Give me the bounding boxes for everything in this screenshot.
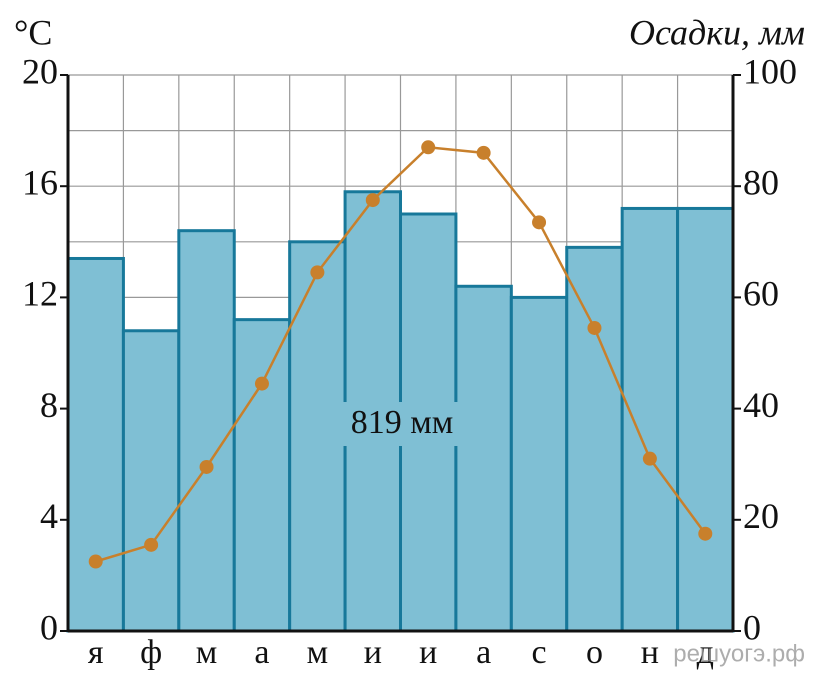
annotation-bg bbox=[335, 402, 465, 446]
y2-tick-label: 100 bbox=[743, 51, 797, 91]
bar bbox=[121, 329, 181, 633]
y-tick-label: 16 bbox=[22, 162, 58, 202]
x-tick-label: д bbox=[697, 634, 714, 671]
y2-tick-label: 0 bbox=[743, 607, 761, 647]
x-tick-label: м bbox=[196, 634, 218, 671]
point bbox=[310, 265, 325, 280]
bar bbox=[177, 229, 236, 633]
point bbox=[642, 451, 657, 466]
y-tick-label: 12 bbox=[22, 274, 58, 314]
y-axis-title: °C bbox=[14, 12, 52, 52]
y-tick-label: 4 bbox=[40, 496, 58, 536]
x-tick-label: ф bbox=[140, 634, 162, 671]
y2-tick-label: 40 bbox=[743, 385, 779, 425]
point bbox=[698, 526, 713, 541]
x-tick-label: м bbox=[307, 634, 329, 671]
line bbox=[95, 145, 707, 563]
y2-tick-label: 60 bbox=[743, 274, 779, 314]
bar bbox=[676, 206, 735, 633]
x-tick-label: я bbox=[88, 634, 104, 671]
x-tick-label: н bbox=[641, 634, 659, 671]
point bbox=[421, 140, 436, 155]
point bbox=[88, 554, 103, 569]
bar bbox=[509, 295, 569, 633]
point bbox=[587, 320, 602, 335]
y2-tick-label: 80 bbox=[743, 162, 779, 202]
y-tick-label: 8 bbox=[40, 385, 58, 425]
x-tick-label: о bbox=[586, 634, 603, 671]
annotation: 819 мм bbox=[351, 404, 454, 441]
point bbox=[144, 537, 159, 552]
y-tick-label: 0 bbox=[40, 607, 58, 647]
bar bbox=[620, 206, 680, 633]
bar bbox=[565, 245, 624, 633]
point bbox=[476, 145, 491, 160]
y2-tick-label: 20 bbox=[743, 496, 779, 536]
bar bbox=[454, 284, 513, 633]
point bbox=[532, 215, 547, 230]
bar bbox=[66, 256, 125, 633]
point bbox=[365, 193, 380, 208]
x-tick-label: с bbox=[531, 634, 546, 671]
y-tick-label: 20 bbox=[22, 51, 58, 91]
point bbox=[254, 376, 269, 391]
watermark: решуогэ.рф bbox=[673, 640, 805, 667]
x-tick-label: и bbox=[419, 634, 437, 671]
y2-axis-title: Осадки, мм bbox=[629, 12, 805, 52]
bar bbox=[232, 318, 292, 633]
x-tick-label: а bbox=[476, 634, 491, 671]
x-tick-label: а bbox=[254, 634, 269, 671]
point bbox=[199, 459, 214, 474]
x-tick-label: и bbox=[364, 634, 382, 671]
